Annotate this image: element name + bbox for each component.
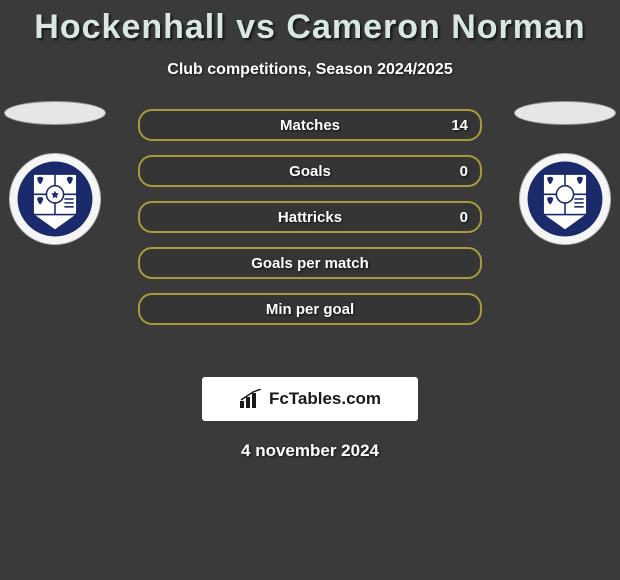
stats-list: Matches 14 Goals 0 Hattricks 0 Goals per match… — [138, 109, 482, 325]
club-crest-left — [9, 153, 101, 245]
stat-row: Goals 0 — [138, 155, 482, 187]
stat-label: Hattricks — [278, 209, 342, 226]
crest-right-icon — [526, 160, 604, 238]
bars-icon — [239, 389, 263, 409]
stat-label: Matches — [280, 117, 340, 134]
date-label: 4 november 2024 — [0, 441, 620, 461]
page-title: Hockenhall vs Cameron Norman — [0, 0, 620, 47]
branding-badge: FcTables.com — [202, 377, 418, 421]
stat-right-value: 0 — [460, 209, 468, 226]
subtitle: Club competitions, Season 2024/2025 — [0, 61, 620, 79]
player-left-column — [0, 101, 110, 245]
player-right-column — [510, 101, 620, 245]
stat-label: Goals per match — [251, 255, 369, 272]
stat-row: Goals per match — [138, 247, 482, 279]
stat-right-value: 0 — [460, 163, 468, 180]
stat-label: Min per goal — [266, 301, 354, 318]
stat-label: Goals — [289, 163, 331, 180]
flag-right-icon — [514, 101, 616, 125]
stat-right-value: 14 — [451, 117, 468, 134]
stat-row: Matches 14 — [138, 109, 482, 141]
stat-row: Hattricks 0 — [138, 201, 482, 233]
comparison-panel: Matches 14 Goals 0 Hattricks 0 Goals per match… — [0, 109, 620, 359]
club-crest-right — [519, 153, 611, 245]
stat-row: Min per goal — [138, 293, 482, 325]
branding-text: FcTables.com — [269, 389, 381, 409]
crest-left-icon — [16, 160, 94, 238]
flag-left-icon — [4, 101, 106, 125]
